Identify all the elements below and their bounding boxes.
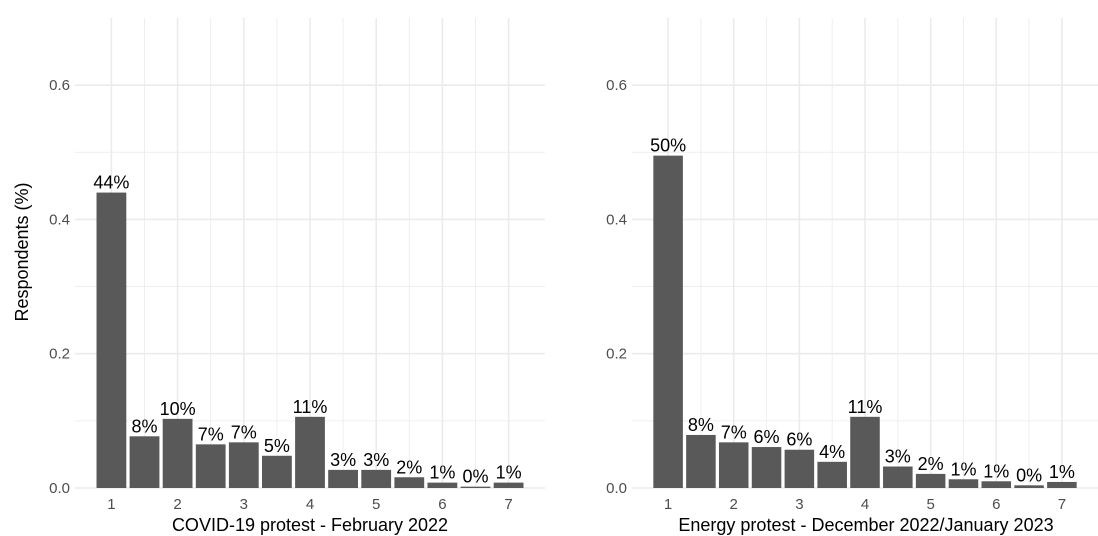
x-tick-label: 6 [992, 496, 1000, 513]
bar-value-label: 3% [885, 447, 911, 467]
energy-protest-panel: 0.0 0.2 0.4 0.6 1 2 3 4 5 6 7 50% 8% 7% 6% 6% 4% 11% 3% 2% 1… [606, 18, 1098, 535]
bar-value-label: 3% [363, 450, 389, 470]
bar-value-label: 3% [330, 450, 356, 470]
bar-value-label: 2% [918, 454, 944, 474]
bar [883, 466, 913, 488]
bar-value-label: 1% [983, 461, 1009, 481]
bar-value-label: 7% [721, 422, 747, 442]
x-tick-label: 5 [926, 496, 934, 513]
bar [784, 449, 815, 488]
bar [981, 481, 1012, 488]
bar [328, 469, 358, 488]
bar-value-label: 1% [496, 463, 522, 483]
bar-value-label: 10% [160, 399, 196, 419]
bar [686, 434, 716, 488]
bar-value-label: 0% [462, 467, 488, 487]
x-tick-label: 3 [795, 496, 803, 513]
y-tick-label: 0.6 [606, 77, 627, 94]
bar [948, 479, 979, 488]
bar [751, 447, 782, 488]
bar-value-label: 8% [688, 415, 714, 435]
bar [653, 155, 683, 488]
x-tick-label: 3 [240, 496, 248, 513]
x-tick-label: 5 [372, 496, 380, 513]
y-tick-label: 0.0 [49, 480, 70, 497]
bar [915, 473, 946, 488]
bar [493, 482, 524, 488]
x-tick-label: 1 [664, 496, 672, 513]
bar [96, 192, 127, 489]
y-tick-label: 0.4 [49, 211, 70, 228]
bar [129, 436, 160, 488]
y-tick-label: 0.4 [606, 211, 627, 228]
x-axis-title: Energy protest - December 2022/January 2… [678, 515, 1053, 535]
bar-value-label: 7% [231, 422, 257, 442]
y-tick-label: 0.6 [49, 77, 70, 94]
covid-protest-panel: 0.00.20.40.61 2 3 4 5 6 744%8%10%7% 7%5%11%3% 3%… [12, 18, 545, 535]
x-axis-title: COVID-19 protest - February 2022 [172, 515, 448, 535]
bar-value-label: 8% [131, 416, 157, 436]
bar-value-label: 7% [198, 424, 224, 444]
y-tick-label: 0.0 [606, 480, 627, 497]
x-tick-label: 6 [438, 496, 446, 513]
bar-value-label: 0% [1016, 465, 1042, 485]
x-tick-label: 2 [730, 496, 738, 513]
bar-value-label: 1% [429, 463, 455, 483]
bar [460, 486, 491, 488]
y-tick-label: 0.2 [606, 346, 627, 363]
bar-value-label: 1% [950, 459, 976, 479]
bar [394, 477, 425, 488]
bar [817, 461, 847, 488]
bar [162, 418, 193, 488]
bar [228, 442, 259, 488]
bar [361, 469, 392, 488]
bar [1047, 481, 1077, 488]
y-axis-title: Respondents (%) [12, 182, 32, 321]
bar-value-label: 1% [1049, 462, 1075, 482]
x-tick-label: 4 [306, 496, 314, 513]
bar-value-label: 11% [848, 397, 883, 417]
bar-value-label: 6% [786, 430, 812, 450]
bar [1014, 485, 1044, 488]
bar [718, 442, 749, 488]
bar [262, 455, 292, 488]
x-tick-label: 1 [107, 496, 115, 513]
bar [295, 416, 325, 488]
bar [195, 444, 226, 488]
y-tick-label: 0.2 [49, 346, 70, 363]
bar-value-label: 50% [650, 136, 686, 156]
bar-value-label: 2% [396, 457, 422, 477]
bar-value-label: 11% [293, 397, 328, 417]
x-tick-label: 7 [1058, 496, 1066, 513]
bar-value-label: 6% [754, 427, 780, 447]
bar-value-label: 5% [264, 436, 290, 456]
x-tick-label: 7 [504, 496, 512, 513]
x-tick-label: 4 [861, 496, 869, 513]
bar [850, 416, 880, 488]
x-tick-label: 2 [173, 496, 181, 513]
bar-value-label: 44% [93, 173, 129, 193]
bar [427, 482, 458, 488]
bar-value-label: 4% [819, 442, 845, 462]
